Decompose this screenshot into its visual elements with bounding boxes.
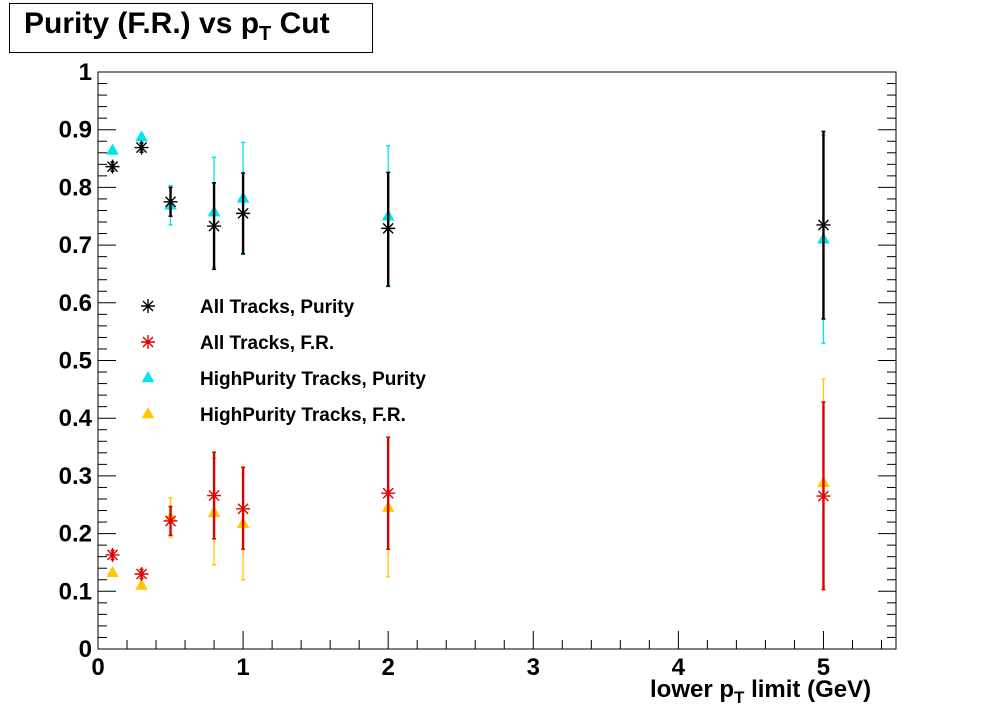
legend-label: All Tracks, Purity: [200, 297, 355, 318]
legend-marker: [141, 299, 155, 313]
data-point: [163, 513, 178, 528]
x-tick-label: 4: [672, 654, 686, 681]
x-tick-label: 1: [236, 654, 249, 681]
legend-marker: [141, 407, 155, 419]
y-tick-label: 0.5: [59, 348, 92, 375]
x-axis-label: lower pT limit (GeV): [650, 676, 872, 707]
y-tick-label: 0.8: [59, 174, 92, 201]
x-tick-label: 2: [382, 654, 395, 681]
legend-label: All Tracks, F.R.: [200, 333, 334, 354]
data-point: [207, 219, 222, 234]
data-point: [163, 194, 178, 209]
data-point: [236, 206, 251, 221]
data-point: [135, 578, 148, 590]
data-point: [207, 488, 222, 503]
y-tick-label: 0.3: [59, 463, 92, 490]
data-point: [816, 489, 831, 504]
y-tick-label: 0.4: [59, 405, 93, 432]
y-tick-label: 0.7: [59, 232, 92, 259]
x-tick-label: 5: [817, 654, 830, 681]
plot-frame: [97, 71, 897, 650]
legend-label: HighPurity Tracks, F.R.: [200, 405, 406, 426]
data-point: [381, 486, 396, 501]
x-tick-label: 3: [527, 654, 540, 681]
data-point: [106, 143, 119, 155]
data-point: [134, 140, 149, 155]
data-point: [105, 547, 120, 562]
legend-label: HighPurity Tracks, Purity: [200, 369, 426, 390]
data-point: [105, 159, 120, 174]
data-point: [134, 566, 149, 581]
x-tick-label: 0: [91, 654, 104, 681]
y-tick-label: 0.2: [59, 521, 92, 548]
data-point: [381, 221, 396, 236]
y-tick-label: 0: [79, 636, 92, 663]
data-point: [106, 565, 119, 578]
chart-title: Purity (F.R.) vs pT Cut: [9, 3, 373, 53]
y-tick-label: 0.1: [59, 578, 92, 605]
legend: All Tracks, Purity All Tracks, F.R. HighPu…: [141, 297, 426, 426]
data-point: [135, 130, 148, 142]
axes: 0 0.1 0.2 0.3 0.4 0.5 0.6 0.7 0.8 0.9 1 0 1 2 3 4 5: [59, 59, 896, 681]
y-tick-label: 1: [79, 59, 92, 86]
y-tick-label: 0.6: [59, 290, 92, 317]
legend-marker: [141, 371, 155, 383]
data-marks: [105, 130, 831, 591]
data-point: [236, 501, 251, 516]
y-tick-label: 0.9: [59, 117, 92, 144]
data-point: [816, 217, 831, 232]
legend-marker: [141, 335, 155, 349]
